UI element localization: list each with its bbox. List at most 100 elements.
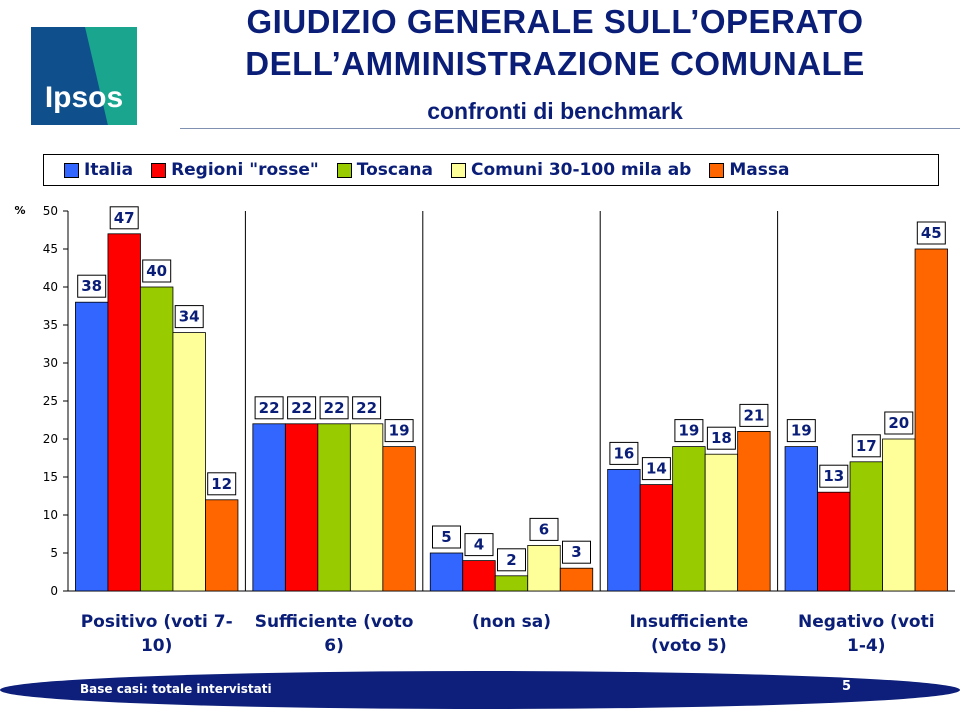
bar-4-3 <box>882 438 916 592</box>
data-label-box <box>352 396 382 420</box>
chart-legend: Italia Regioni "rosse" Toscana Comuni 30-10… <box>43 154 939 186</box>
bar-3-2 <box>672 446 706 592</box>
data-label-box <box>464 533 494 557</box>
data-label: 19 <box>678 422 699 440</box>
y-tick-label: 20 <box>43 432 58 446</box>
bar-4-4 <box>914 248 948 592</box>
data-label-box <box>109 206 139 230</box>
y-tick-label: 35 <box>43 318 58 332</box>
category-label: Positivo (voti 7- <box>81 612 233 632</box>
legend-label: Massa <box>729 160 790 180</box>
legend-item-4: Massa <box>709 160 789 180</box>
y-tick-label: 40 <box>43 280 58 294</box>
data-label-box <box>786 419 816 443</box>
y-tick-label: 0 <box>50 584 58 598</box>
data-label-box <box>851 434 881 458</box>
data-label-box <box>674 419 704 443</box>
data-label: 3 <box>571 543 581 561</box>
data-label: 16 <box>613 444 634 462</box>
data-label: 18 <box>711 429 732 447</box>
ipsos-logo: Ipsos <box>31 27 137 125</box>
bar-1-3 <box>349 423 384 592</box>
legend-label: Comuni 30-100 mila ab <box>471 160 692 180</box>
data-label: 12 <box>211 475 232 493</box>
logo-text: Ipsos <box>44 81 124 114</box>
bar-4-2 <box>849 461 883 592</box>
bar-1-0 <box>252 423 286 592</box>
category-label: Negativo (voti <box>798 612 935 632</box>
title-divider <box>180 128 960 129</box>
data-label: 17 <box>856 437 877 455</box>
data-label: 19 <box>389 422 410 440</box>
data-label: 5 <box>441 528 451 546</box>
y-axis-label: % <box>14 204 25 217</box>
legend-item-2: Toscana <box>336 160 434 180</box>
bar-1-2 <box>317 423 351 592</box>
data-label-box <box>207 472 237 496</box>
data-label: 45 <box>921 224 942 242</box>
bar-3-4 <box>737 430 771 592</box>
data-label: 13 <box>823 467 844 485</box>
data-label-box <box>77 274 107 298</box>
data-label-box <box>529 517 559 541</box>
bar-2-3 <box>527 545 561 592</box>
legend-swatch <box>151 162 167 178</box>
data-label: 47 <box>114 209 135 227</box>
data-label: 20 <box>888 414 909 432</box>
data-label-box <box>287 396 317 420</box>
category-label: Insufficiente <box>629 612 748 632</box>
legend-swatch <box>451 162 467 178</box>
data-label: 6 <box>539 520 549 538</box>
data-label-box <box>319 396 349 420</box>
legend-item-1: Regioni "rosse" <box>151 160 319 180</box>
bar-3-3 <box>704 453 739 592</box>
data-label: 4 <box>474 536 484 554</box>
data-label: 38 <box>81 277 102 295</box>
data-label: 2 <box>506 551 516 569</box>
data-label-box <box>384 419 414 443</box>
bar-1-1 <box>284 423 319 592</box>
legend-item-3: Comuni 30-100 mila ab <box>451 160 691 180</box>
legend-item-0: Italia <box>64 160 133 180</box>
data-label-box <box>562 540 591 564</box>
y-tick-label: 30 <box>43 356 58 370</box>
data-label-box <box>497 548 526 572</box>
category-label: (non sa) <box>472 612 551 632</box>
bar-4-0 <box>784 446 818 592</box>
data-label-box <box>641 457 671 481</box>
y-tick-label: 50 <box>43 204 58 218</box>
data-label-box <box>174 305 204 329</box>
data-label: 34 <box>179 308 200 326</box>
bar-0-4 <box>205 499 239 592</box>
category-label: 1-4) <box>847 636 885 656</box>
bar-2-1 <box>462 560 496 592</box>
data-label-box <box>254 396 284 420</box>
bar-0-2 <box>140 286 174 592</box>
page-title-line1: GIUDIZIO GENERALE SULL’OPERATO <box>246 3 864 40</box>
data-label-box <box>884 411 914 435</box>
footer-ellipse <box>0 671 960 709</box>
y-tick-label: 45 <box>43 242 58 256</box>
legend-swatch <box>709 162 725 178</box>
bar-3-0 <box>607 468 641 592</box>
bar-2-0 <box>429 552 464 592</box>
bar-0-3 <box>172 332 206 592</box>
legend-label: Toscana <box>356 160 434 180</box>
legend-label: Regioni "rosse" <box>171 160 319 180</box>
category-label: 10) <box>141 636 172 656</box>
bar-0-0 <box>75 301 109 592</box>
y-tick-label: 10 <box>43 508 58 522</box>
data-label: 21 <box>743 406 764 424</box>
bar-4-1 <box>817 491 851 592</box>
data-label-box <box>819 464 849 488</box>
data-label: 14 <box>646 460 667 478</box>
legend-label: Italia <box>84 160 134 180</box>
category-label: (voto 5) <box>651 636 727 656</box>
legend-swatch <box>64 162 79 178</box>
data-label-box <box>142 259 172 283</box>
bar-1-4 <box>382 446 416 592</box>
base-note: Base casi: totale intervistati <box>80 682 272 696</box>
data-label-box <box>739 403 769 427</box>
page-title-line2: DELL’AMMINISTRAZIONE COMUNALE <box>245 45 865 82</box>
y-tick-label: 5 <box>50 546 58 560</box>
